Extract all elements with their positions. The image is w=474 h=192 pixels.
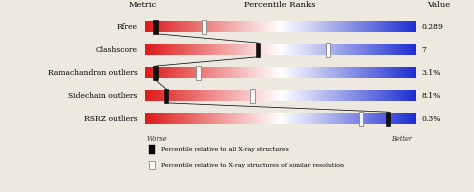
Text: Sidechain outliers: Sidechain outliers [68, 92, 137, 100]
FancyBboxPatch shape [164, 89, 168, 103]
Bar [149, 146, 155, 154]
Text: Value: Value [427, 1, 450, 9]
Text: Percentile relative to X-ray structures of similar resolution: Percentile relative to X-ray structures … [161, 163, 344, 168]
Text: 0.289: 0.289 [422, 23, 444, 31]
Text: 7: 7 [422, 46, 427, 54]
Text: Worse: Worse [147, 135, 168, 143]
Text: 3.1%: 3.1% [422, 69, 441, 77]
FancyBboxPatch shape [326, 43, 330, 57]
Text: Better: Better [392, 135, 412, 143]
Text: 0.3%: 0.3% [422, 115, 441, 123]
Text: 8.1%: 8.1% [422, 92, 441, 100]
FancyBboxPatch shape [196, 66, 201, 80]
Text: Clashscore: Clashscore [95, 46, 137, 54]
FancyBboxPatch shape [385, 112, 390, 126]
FancyBboxPatch shape [256, 43, 260, 57]
Text: Ramachandran outliers: Ramachandran outliers [48, 69, 137, 77]
FancyBboxPatch shape [153, 20, 157, 34]
FancyBboxPatch shape [250, 89, 255, 103]
FancyBboxPatch shape [153, 66, 157, 80]
FancyBboxPatch shape [358, 112, 363, 126]
Bar [149, 161, 155, 170]
Text: Rfree: Rfree [117, 23, 137, 31]
Text: Metric: Metric [128, 1, 156, 9]
Text: Percentile Ranks: Percentile Ranks [244, 1, 315, 9]
Text: RSRZ outliers: RSRZ outliers [84, 115, 137, 123]
Text: Percentile relative to all X-ray structures: Percentile relative to all X-ray structu… [161, 147, 289, 152]
FancyBboxPatch shape [202, 20, 206, 34]
